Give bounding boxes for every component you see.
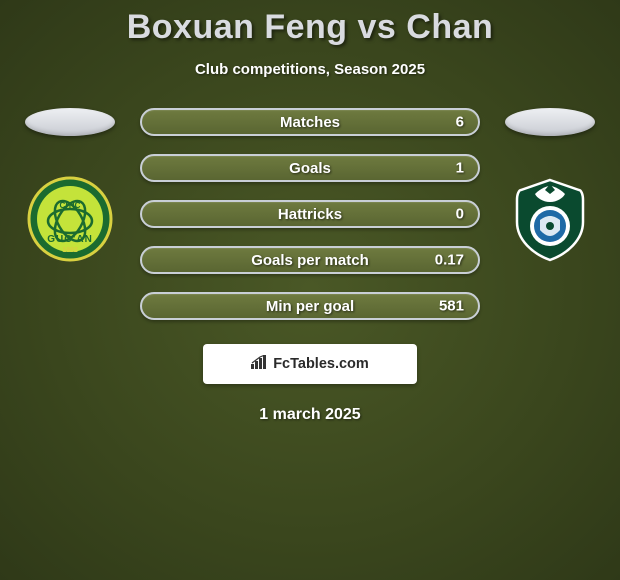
- stat-label: Goals: [289, 160, 331, 177]
- stat-label: Goals per match: [251, 252, 369, 269]
- alahli-badge: [507, 176, 593, 262]
- beijing-guoan-badge: CITIC GUO'AN 1992: [27, 176, 113, 262]
- page-title: Boxuan Feng vs Chan: [0, 0, 620, 47]
- stat-label: Min per goal: [266, 298, 354, 315]
- bars-chart-icon: [251, 355, 269, 374]
- fctables-branding[interactable]: FcTables.com: [203, 344, 417, 384]
- svg-text:GUO'AN: GUO'AN: [47, 234, 93, 245]
- stat-bar-gpm: Goals per match 0.17: [140, 246, 480, 274]
- stat-bar-goals: Goals 1: [140, 154, 480, 182]
- stat-value-right: 1: [456, 160, 464, 177]
- page-subtitle: Club competitions, Season 2025: [0, 61, 620, 78]
- right-player-ellipse: [505, 108, 595, 136]
- stat-bar-mpg: Min per goal 581: [140, 292, 480, 320]
- left-player-ellipse: [25, 108, 115, 136]
- left-player-col: CITIC GUO'AN 1992: [20, 108, 120, 262]
- right-player-col: [500, 108, 600, 262]
- stat-value-right: 581: [439, 298, 464, 315]
- fctables-text: FcTables.com: [273, 356, 369, 372]
- stat-label: Matches: [280, 114, 340, 131]
- stat-bar-hattricks: Hattricks 0: [140, 200, 480, 228]
- stat-value-right: 0: [456, 206, 464, 223]
- stat-bar-matches: Matches 6: [140, 108, 480, 136]
- comparison-row: CITIC GUO'AN 1992 Matches 6 Goals 1 Hatt…: [0, 108, 620, 320]
- stat-value-right: 0.17: [435, 252, 464, 269]
- svg-text:1992: 1992: [62, 247, 78, 254]
- stat-value-right: 6: [456, 114, 464, 131]
- footer-date: 1 march 2025: [0, 406, 620, 424]
- stat-label: Hattricks: [278, 206, 342, 223]
- stats-bars: Matches 6 Goals 1 Hattricks 0 Goals per …: [140, 108, 480, 320]
